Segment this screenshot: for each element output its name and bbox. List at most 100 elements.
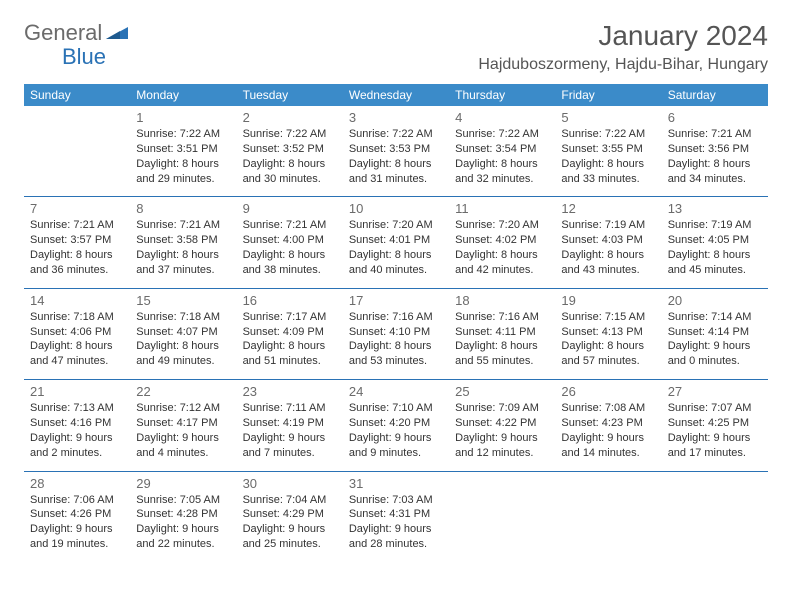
weekday-header: Saturday: [662, 84, 768, 106]
day-info: Sunrise: 7:03 AMSunset: 4:31 PMDaylight:…: [349, 493, 443, 552]
day-info: Sunrise: 7:14 AMSunset: 4:14 PMDaylight:…: [668, 310, 762, 369]
day-number: 24: [349, 384, 443, 399]
day-info: Sunrise: 7:16 AMSunset: 4:10 PMDaylight:…: [349, 310, 443, 369]
calendar-week-row: 1 Sunrise: 7:22 AMSunset: 3:51 PMDaylight…: [24, 106, 768, 197]
day-number: 8: [136, 201, 230, 216]
calendar-day-cell: 14 Sunrise: 7:18 AMSunset: 4:06 PMDayligh…: [24, 288, 130, 379]
day-number: 15: [136, 293, 230, 308]
calendar-day-cell: 24 Sunrise: 7:10 AMSunset: 4:20 PMDayligh…: [343, 380, 449, 471]
logo-blue-text: Blue: [62, 44, 106, 70]
calendar-day-cell: 9Sunrise: 7:21 AMSunset: 4:00 PMDaylight…: [237, 197, 343, 288]
day-number: 20: [668, 293, 762, 308]
day-number: 31: [349, 476, 443, 491]
day-number: 2: [243, 110, 337, 125]
day-info: Sunrise: 7:08 AMSunset: 4:23 PMDaylight:…: [561, 401, 655, 460]
weekday-header: Sunday: [24, 84, 130, 106]
calendar-day-cell: 21 Sunrise: 7:13 AMSunset: 4:16 PMDayligh…: [24, 380, 130, 471]
calendar-day-cell: 28 Sunrise: 7:06 AMSunset: 4:26 PMDayligh…: [24, 471, 130, 562]
day-info: Sunrise: 7:22 AMSunset: 3:53 PMDaylight:…: [349, 127, 443, 186]
calendar-day-cell: 1 Sunrise: 7:22 AMSunset: 3:51 PMDaylight…: [130, 106, 236, 197]
calendar-day-cell: 7Sunrise: 7:21 AMSunset: 3:57 PMDaylight…: [24, 197, 130, 288]
calendar-day-cell: 27Sunrise: 7:07 AMSunset: 4:25 PMDayligh…: [662, 380, 768, 471]
calendar-day-cell: [24, 106, 130, 197]
day-number: 10: [349, 201, 443, 216]
weekday-header: Thursday: [449, 84, 555, 106]
calendar-day-cell: 30 Sunrise: 7:04 AMSunset: 4:29 PMDayligh…: [237, 471, 343, 562]
calendar-day-cell: 29 Sunrise: 7:05 AMSunset: 4:28 PMDayligh…: [130, 471, 236, 562]
calendar-week-row: 7Sunrise: 7:21 AMSunset: 3:57 PMDaylight…: [24, 197, 768, 288]
calendar-day-cell: 2 Sunrise: 7:22 AMSunset: 3:52 PMDaylight…: [237, 106, 343, 197]
calendar-week-row: 21 Sunrise: 7:13 AMSunset: 4:16 PMDayligh…: [24, 380, 768, 471]
weekday-header: Monday: [130, 84, 236, 106]
day-info: Sunrise: 7:06 AMSunset: 4:26 PMDaylight:…: [30, 493, 124, 552]
day-info: Sunrise: 7:07 AMSunset: 4:25 PMDaylight:…: [668, 401, 762, 460]
day-info: Sunrise: 7:20 AMSunset: 4:01 PMDaylight:…: [349, 218, 443, 277]
day-number: 16: [243, 293, 337, 308]
day-info: Sunrise: 7:22 AMSunset: 3:52 PMDaylight:…: [243, 127, 337, 186]
logo: General: [24, 20, 130, 46]
day-info: Sunrise: 7:22 AMSunset: 3:55 PMDaylight:…: [561, 127, 655, 186]
calendar-day-cell: 23 Sunrise: 7:11 AMSunset: 4:19 PMDayligh…: [237, 380, 343, 471]
day-number: 28: [30, 476, 124, 491]
day-number: 13: [668, 201, 762, 216]
day-number: 29: [136, 476, 230, 491]
logo-triangle-icon: [106, 23, 128, 44]
day-number: 5: [561, 110, 655, 125]
day-number: 30: [243, 476, 337, 491]
day-number: 21: [30, 384, 124, 399]
calendar-day-cell: 11Sunrise: 7:20 AMSunset: 4:02 PMDayligh…: [449, 197, 555, 288]
calendar-day-cell: 12Sunrise: 7:19 AMSunset: 4:03 PMDayligh…: [555, 197, 661, 288]
calendar-day-cell: 6 Sunrise: 7:21 AMSunset: 3:56 PMDaylight…: [662, 106, 768, 197]
calendar-day-cell: 25Sunrise: 7:09 AMSunset: 4:22 PMDayligh…: [449, 380, 555, 471]
day-info: Sunrise: 7:21 AMSunset: 3:56 PMDaylight:…: [668, 127, 762, 186]
calendar-day-cell: 22 Sunrise: 7:12 AMSunset: 4:17 PMDayligh…: [130, 380, 236, 471]
weekday-header: Tuesday: [237, 84, 343, 106]
day-number: 23: [243, 384, 337, 399]
calendar-day-cell: 15Sunrise: 7:18 AMSunset: 4:07 PMDayligh…: [130, 288, 236, 379]
day-number: 18: [455, 293, 549, 308]
day-number: 14: [30, 293, 124, 308]
day-info: Sunrise: 7:21 AMSunset: 3:58 PMDaylight:…: [136, 218, 230, 277]
calendar-day-cell: 31 Sunrise: 7:03 AMSunset: 4:31 PMDayligh…: [343, 471, 449, 562]
weekday-header: Friday: [555, 84, 661, 106]
calendar-week-row: 14 Sunrise: 7:18 AMSunset: 4:06 PMDayligh…: [24, 288, 768, 379]
day-info: Sunrise: 7:21 AMSunset: 4:00 PMDaylight:…: [243, 218, 337, 277]
weekday-header: Wednesday: [343, 84, 449, 106]
day-number: 6: [668, 110, 762, 125]
calendar-day-cell: [662, 471, 768, 562]
day-number: 1: [136, 110, 230, 125]
day-info: Sunrise: 7:10 AMSunset: 4:20 PMDaylight:…: [349, 401, 443, 460]
day-info: Sunrise: 7:15 AMSunset: 4:13 PMDaylight:…: [561, 310, 655, 369]
calendar-day-cell: 19 Sunrise: 7:15 AMSunset: 4:13 PMDayligh…: [555, 288, 661, 379]
calendar-day-cell: [449, 471, 555, 562]
calendar-day-cell: 13 Sunrise: 7:19 AMSunset: 4:05 PMDayligh…: [662, 197, 768, 288]
calendar-day-cell: 17 Sunrise: 7:16 AMSunset: 4:10 PMDayligh…: [343, 288, 449, 379]
day-info: Sunrise: 7:13 AMSunset: 4:16 PMDaylight:…: [30, 401, 124, 460]
day-info: Sunrise: 7:22 AMSunset: 3:51 PMDaylight:…: [136, 127, 230, 186]
calendar-day-cell: 3 Sunrise: 7:22 AMSunset: 3:53 PMDaylight…: [343, 106, 449, 197]
day-number: 22: [136, 384, 230, 399]
day-info: Sunrise: 7:19 AMSunset: 4:03 PMDaylight:…: [561, 218, 655, 277]
day-number: 25: [455, 384, 549, 399]
day-info: Sunrise: 7:17 AMSunset: 4:09 PMDaylight:…: [243, 310, 337, 369]
day-number: 3: [349, 110, 443, 125]
day-info: Sunrise: 7:05 AMSunset: 4:28 PMDaylight:…: [136, 493, 230, 552]
day-number: 17: [349, 293, 443, 308]
day-info: Sunrise: 7:18 AMSunset: 4:06 PMDaylight:…: [30, 310, 124, 369]
day-info: Sunrise: 7:21 AMSunset: 3:57 PMDaylight:…: [30, 218, 124, 277]
calendar-body: 1 Sunrise: 7:22 AMSunset: 3:51 PMDaylight…: [24, 106, 768, 562]
calendar-day-cell: [555, 471, 661, 562]
day-info: Sunrise: 7:16 AMSunset: 4:11 PMDaylight:…: [455, 310, 549, 369]
day-info: Sunrise: 7:04 AMSunset: 4:29 PMDaylight:…: [243, 493, 337, 552]
logo-gray-text: General: [24, 20, 102, 46]
day-info: Sunrise: 7:11 AMSunset: 4:19 PMDaylight:…: [243, 401, 337, 460]
calendar-header: SundayMondayTuesdayWednesdayThursdayFrid…: [24, 84, 768, 106]
calendar-day-cell: 20 Sunrise: 7:14 AMSunset: 4:14 PMDayligh…: [662, 288, 768, 379]
calendar-table: SundayMondayTuesdayWednesdayThursdayFrid…: [24, 84, 768, 562]
calendar-day-cell: 4Sunrise: 7:22 AMSunset: 3:54 PMDaylight…: [449, 106, 555, 197]
day-info: Sunrise: 7:19 AMSunset: 4:05 PMDaylight:…: [668, 218, 762, 277]
day-info: Sunrise: 7:20 AMSunset: 4:02 PMDaylight:…: [455, 218, 549, 277]
day-number: 19: [561, 293, 655, 308]
day-info: Sunrise: 7:12 AMSunset: 4:17 PMDaylight:…: [136, 401, 230, 460]
calendar-day-cell: 18 Sunrise: 7:16 AMSunset: 4:11 PMDayligh…: [449, 288, 555, 379]
